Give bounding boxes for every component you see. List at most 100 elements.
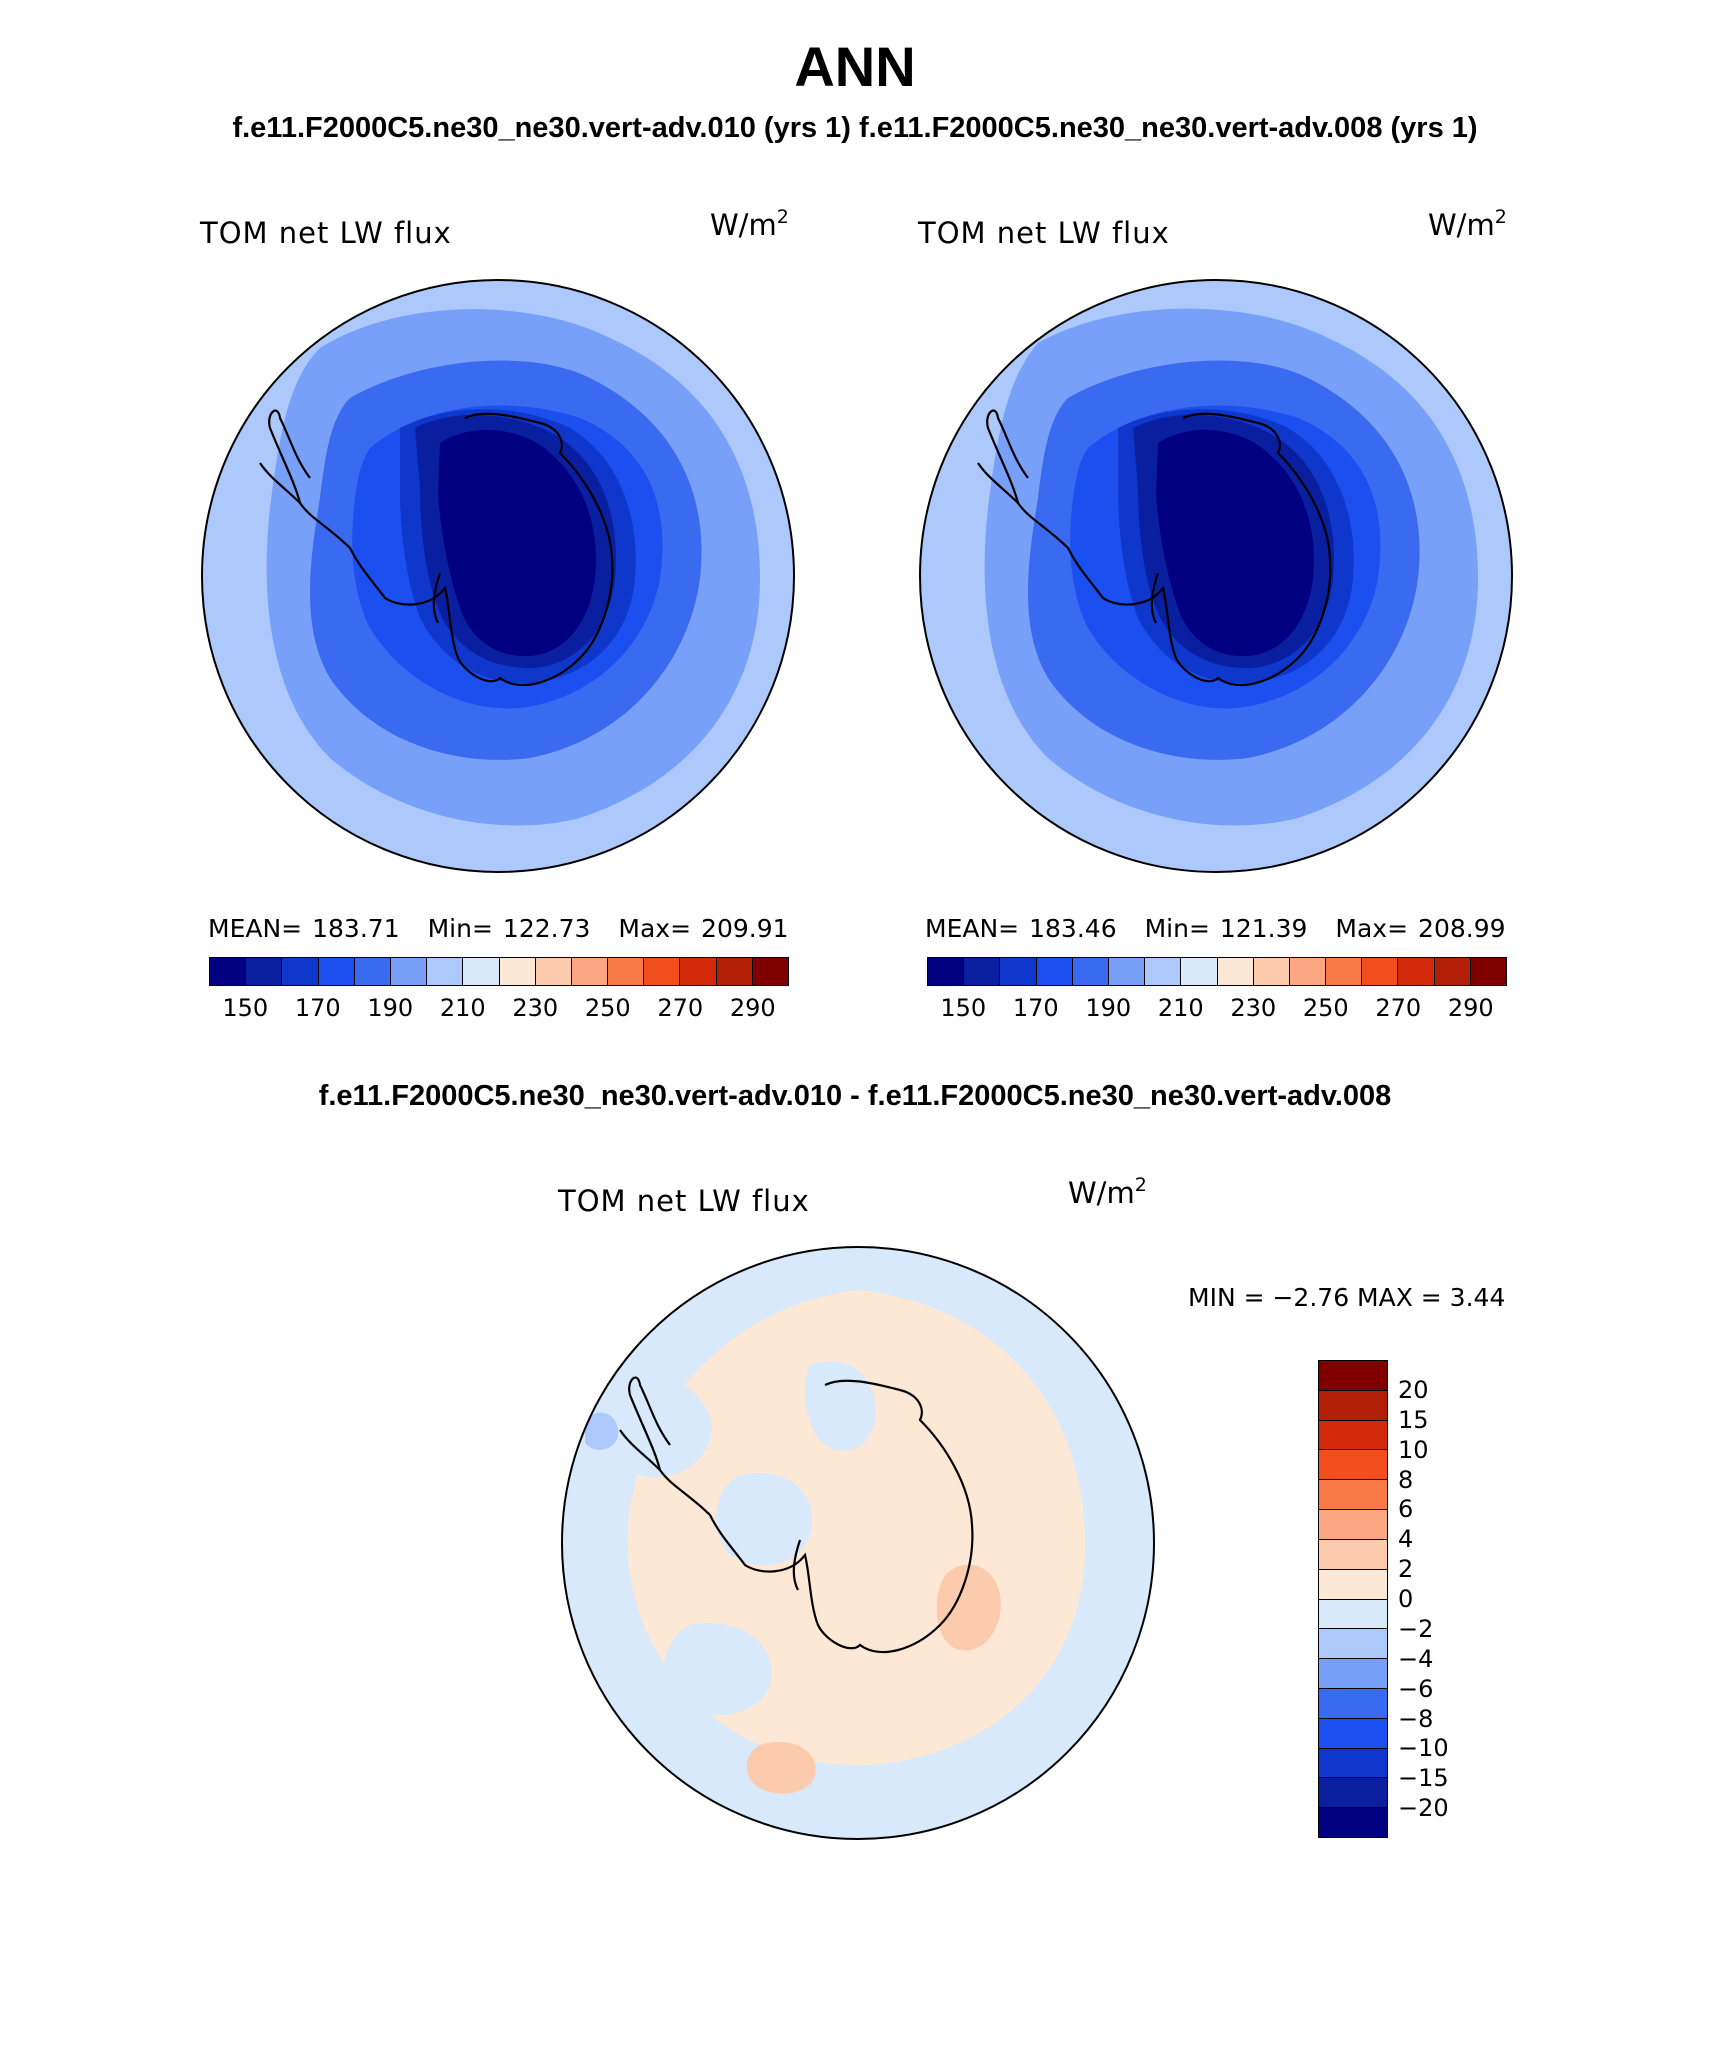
colorbar-swatch bbox=[1108, 958, 1146, 985]
colorbar-tick-label: −20 bbox=[1398, 1794, 1449, 1823]
colorbar-swatch bbox=[1000, 958, 1037, 985]
colorbar-tick-label: 170 bbox=[1012, 994, 1059, 1022]
colorbar-swatch bbox=[463, 958, 500, 985]
colorbar-swatch bbox=[427, 958, 464, 985]
colorbar-swatch bbox=[1319, 1808, 1387, 1837]
colorbar-tick-label: −15 bbox=[1398, 1764, 1449, 1793]
panel1-max: Max= 209.91 bbox=[618, 914, 789, 943]
colorbar-swatch bbox=[716, 958, 753, 985]
colorbar-swatch bbox=[1072, 958, 1109, 985]
colorbar-swatch bbox=[1289, 958, 1327, 985]
colorbar-swatch bbox=[1319, 1748, 1387, 1779]
colorbar-swatch bbox=[752, 958, 788, 985]
colorbar-tick-label: 4 bbox=[1398, 1525, 1414, 1554]
panel3-colorbar bbox=[1318, 1360, 1388, 1838]
panel2-max: Max= 208.99 bbox=[1335, 914, 1506, 943]
colorbar-swatch bbox=[1319, 1718, 1387, 1749]
map-diff-neg-patch bbox=[805, 1361, 876, 1451]
panel2-stats: MEAN= 183.46 Min= 121.39 Max= 208.99 bbox=[925, 914, 1506, 943]
main-title: ANN bbox=[794, 35, 916, 98]
antarctica-coastline bbox=[977, 412, 1332, 687]
colorbar-tick-label: 270 bbox=[657, 994, 704, 1022]
antarctic-peninsula bbox=[268, 409, 311, 504]
colorbar-tick-label: 210 bbox=[439, 994, 486, 1022]
colorbar-tick-label: 15 bbox=[1398, 1405, 1429, 1434]
colorbar-swatch bbox=[282, 958, 319, 985]
colorbar-tick-label: 190 bbox=[367, 994, 414, 1022]
map-diff-neg2-patch bbox=[585, 1412, 619, 1450]
panel2-units: W/m2 bbox=[1428, 206, 1507, 242]
colorbar-swatch bbox=[354, 958, 391, 985]
map-diff-pos-patch bbox=[746, 1741, 816, 1794]
colorbar-swatch bbox=[1319, 1420, 1387, 1451]
antarctic-peninsula bbox=[986, 409, 1029, 504]
colorbar-swatch bbox=[1319, 1688, 1387, 1719]
colorbar-tick-label: 250 bbox=[1302, 994, 1349, 1022]
colorbar-swatch bbox=[1319, 1480, 1387, 1511]
colorbar-tick-label: 150 bbox=[940, 994, 987, 1022]
map-core bbox=[438, 429, 596, 657]
colorbar-tick-label: −8 bbox=[1398, 1704, 1434, 1733]
colorbar-swatch bbox=[1319, 1539, 1387, 1570]
colorbar-swatch bbox=[680, 958, 717, 985]
antarctica-coastline bbox=[259, 412, 614, 687]
colorbar-tick-label: 0 bbox=[1398, 1585, 1414, 1613]
colorbar-swatch bbox=[1319, 1510, 1387, 1540]
colorbar-swatch bbox=[1362, 958, 1399, 985]
colorbar-swatch bbox=[1319, 1361, 1387, 1391]
colorbar-swatch bbox=[1253, 958, 1290, 985]
colorbar-tick-label: 190 bbox=[1085, 994, 1132, 1022]
antarctic-peninsula bbox=[628, 1376, 671, 1471]
panel1-colorbar bbox=[209, 957, 789, 986]
panel1-colorbar-ticks: 150 170 190 210 230 250 270 290 bbox=[209, 994, 789, 1024]
map-diff-neg-patch bbox=[663, 1623, 772, 1716]
colorbar-swatch bbox=[1319, 1599, 1387, 1630]
colorbar-swatch bbox=[1181, 958, 1218, 985]
colorbar-tick-label: 270 bbox=[1375, 994, 1422, 1022]
map-diff-neg-patch bbox=[716, 1473, 812, 1566]
colorbar-swatch bbox=[210, 958, 247, 985]
colorbar-tick-label: −2 bbox=[1398, 1614, 1434, 1643]
colorbar-swatch bbox=[535, 958, 572, 985]
map-core bbox=[1156, 429, 1314, 657]
colorbar-swatch bbox=[608, 958, 645, 985]
antarctica-coastline bbox=[619, 1379, 974, 1654]
colorbar-swatch bbox=[1217, 958, 1254, 985]
panel1-units: W/m2 bbox=[710, 206, 789, 242]
colorbar-tick-label: 230 bbox=[512, 994, 559, 1022]
map-diff-pos-patch bbox=[936, 1564, 1001, 1651]
colorbar-swatch bbox=[1434, 958, 1471, 985]
colorbar-tick-label: 10 bbox=[1398, 1435, 1429, 1464]
panel2-map bbox=[919, 279, 1513, 873]
colorbar-swatch bbox=[1319, 1778, 1387, 1809]
colorbar-swatch bbox=[964, 958, 1001, 985]
colorbar-swatch bbox=[1398, 958, 1435, 985]
colorbar-tick-label: 2 bbox=[1398, 1555, 1414, 1584]
colorbar-swatch bbox=[1319, 1450, 1387, 1481]
colorbar-swatch bbox=[390, 958, 428, 985]
colorbar-tick-label: −10 bbox=[1398, 1734, 1449, 1763]
panel3-map bbox=[561, 1246, 1155, 1840]
colorbar-tick-label: −6 bbox=[1398, 1674, 1434, 1703]
colorbar-tick-label: 6 bbox=[1398, 1495, 1414, 1524]
colorbar-tick-label: 210 bbox=[1157, 994, 1204, 1022]
subtitle-top: f.e11.F2000C5.ne30_ne30.vert-adv.010 (yr… bbox=[232, 112, 1478, 144]
colorbar-tick-label: 20 bbox=[1398, 1375, 1429, 1404]
panel1-stats: MEAN= 183.71 Min= 122.73 Max= 209.91 bbox=[208, 914, 789, 943]
panel1-title: TOM net LW flux bbox=[200, 216, 452, 250]
colorbar-tick-label: 170 bbox=[294, 994, 341, 1022]
colorbar-swatch bbox=[571, 958, 609, 985]
colorbar-swatch bbox=[1145, 958, 1182, 985]
colorbar-swatch bbox=[1319, 1569, 1387, 1600]
panel3-units: W/m2 bbox=[1068, 1174, 1147, 1210]
colorbar-tick-label: 290 bbox=[729, 994, 776, 1022]
panel3-colorbar-ticks: 20 15 10 8 6 4 2 0 −2 −4 −6 −8 −10 −15 −20 bbox=[1398, 1360, 1478, 1838]
panel2-colorbar bbox=[927, 957, 1507, 986]
subtitle-diff: f.e11.F2000C5.ne30_ne30.vert-adv.010 - f… bbox=[318, 1080, 1392, 1112]
panel3-minmax: MIN = −2.76 MAX = 3.44 bbox=[1188, 1283, 1506, 1312]
panel1-map bbox=[201, 279, 795, 873]
colorbar-swatch bbox=[1319, 1659, 1387, 1689]
colorbar-swatch bbox=[318, 958, 355, 985]
colorbar-swatch bbox=[1319, 1629, 1387, 1660]
map-diff-neg-patch bbox=[593, 1370, 712, 1477]
